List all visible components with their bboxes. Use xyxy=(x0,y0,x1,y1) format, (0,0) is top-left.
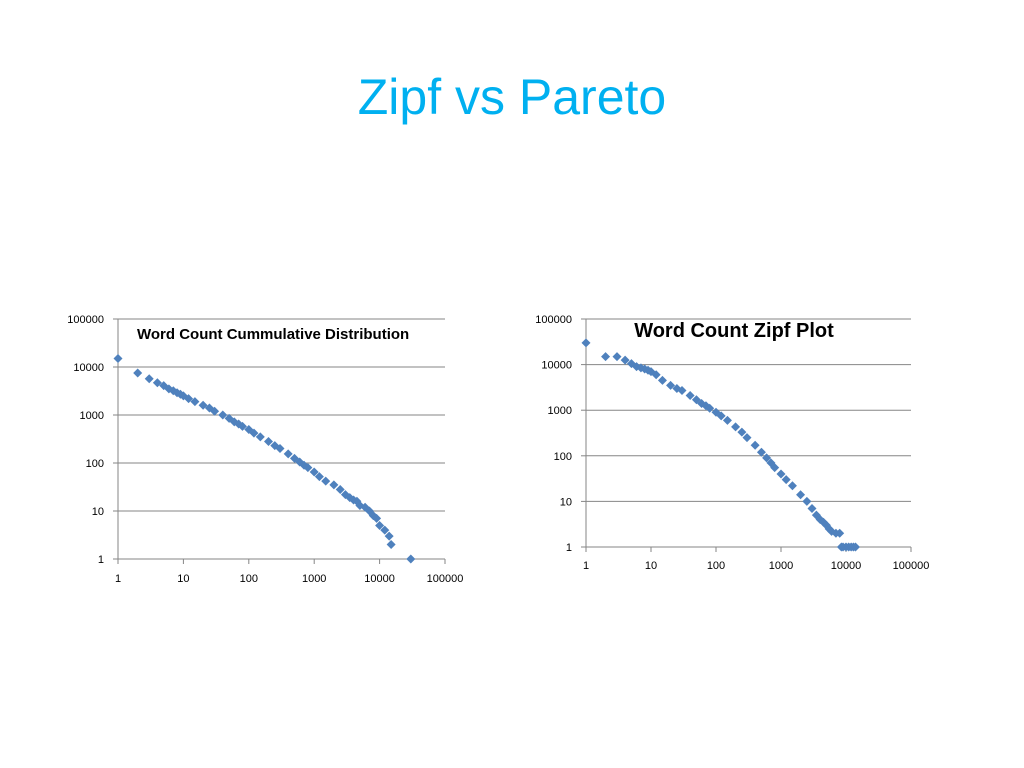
data-point xyxy=(168,386,178,396)
data-point xyxy=(218,410,228,420)
x-tick-label: 1000 xyxy=(769,560,793,572)
x-tick-label: 1 xyxy=(583,560,589,572)
data-point xyxy=(781,475,791,485)
data-point xyxy=(198,400,208,410)
data-point xyxy=(731,422,741,432)
y-tick-label: 100 xyxy=(554,451,572,463)
x-tick-label: 100 xyxy=(707,560,725,572)
data-point xyxy=(309,467,319,477)
chart-title: Word Count Cummulative Distribution xyxy=(137,326,409,343)
y-tick-label: 1 xyxy=(98,554,104,566)
y-tick-label: 100000 xyxy=(67,314,104,326)
data-point xyxy=(762,453,772,463)
y-tick-label: 1000 xyxy=(548,405,572,417)
data-point xyxy=(263,437,273,447)
x-tick-label: 1000 xyxy=(302,573,326,585)
data-point xyxy=(657,375,667,385)
data-point xyxy=(184,394,194,404)
data-point xyxy=(237,421,247,431)
data-point xyxy=(190,397,200,407)
data-point xyxy=(303,463,313,473)
data-point xyxy=(249,428,259,438)
chart-title: Word Count Zipf Plot xyxy=(634,320,834,342)
data-point xyxy=(640,364,650,374)
data-point xyxy=(685,391,695,401)
data-point xyxy=(175,389,185,399)
data-point xyxy=(737,427,747,437)
data-point xyxy=(835,528,845,538)
data-point xyxy=(113,354,123,364)
data-point xyxy=(283,449,293,459)
data-point xyxy=(329,480,339,490)
y-tick-label: 10 xyxy=(560,496,572,508)
data-point xyxy=(275,444,285,454)
data-point xyxy=(821,520,831,530)
data-point xyxy=(386,540,396,550)
data-point xyxy=(666,380,676,390)
data-point xyxy=(270,441,280,451)
data-point xyxy=(756,447,766,457)
slide-title: Zipf vs Pareto xyxy=(357,69,667,125)
data-point xyxy=(850,542,860,552)
y-tick-label: 100000 xyxy=(535,314,572,326)
data-point xyxy=(742,433,752,443)
data-point xyxy=(340,490,350,500)
data-point xyxy=(620,355,630,365)
data-point xyxy=(705,403,715,413)
data-point xyxy=(802,496,812,506)
x-tick-label: 100000 xyxy=(427,573,464,585)
x-tick-label: 100 xyxy=(240,573,258,585)
y-tick-label: 10 xyxy=(92,506,104,518)
data-point xyxy=(335,485,345,495)
data-point xyxy=(406,554,416,564)
data-point xyxy=(796,490,806,500)
data-point xyxy=(314,472,324,482)
data-point xyxy=(372,513,382,523)
data-point xyxy=(152,378,162,388)
data-point xyxy=(601,352,611,362)
data-point xyxy=(172,388,182,398)
x-tick-label: 10 xyxy=(177,573,189,585)
data-point xyxy=(234,419,244,429)
data-point xyxy=(770,463,780,473)
y-tick-label: 10000 xyxy=(541,360,572,372)
data-point xyxy=(677,386,687,396)
y-tick-label: 100 xyxy=(86,458,104,470)
y-tick-label: 1000 xyxy=(80,410,104,422)
x-tick-label: 1 xyxy=(115,573,121,585)
data-point xyxy=(701,401,711,411)
data-point xyxy=(380,525,390,535)
data-point xyxy=(815,515,825,525)
data-point xyxy=(384,531,394,541)
data-point xyxy=(787,481,797,491)
data-point xyxy=(750,440,760,450)
data-point xyxy=(766,458,776,468)
data-point xyxy=(716,411,726,421)
data-point xyxy=(133,368,143,378)
data-point xyxy=(711,407,721,417)
data-point xyxy=(210,406,220,416)
x-tick-label: 10000 xyxy=(831,560,862,572)
data-point xyxy=(321,476,331,486)
y-tick-label: 10000 xyxy=(73,362,104,374)
data-point xyxy=(651,370,661,380)
data-point xyxy=(807,503,817,513)
data-point xyxy=(722,415,732,425)
data-point xyxy=(144,374,154,384)
data-point xyxy=(581,338,591,348)
data-point xyxy=(776,469,786,479)
x-tick-label: 10000 xyxy=(364,573,395,585)
y-tick-label: 1 xyxy=(566,542,572,554)
data-point xyxy=(612,352,622,362)
x-tick-label: 100000 xyxy=(893,560,930,572)
cumulative-distribution-chart: 1 10 100 1000 10000 100000 1 10 100 1000 10000 1000… xyxy=(67,314,464,585)
x-tick-label: 10 xyxy=(645,560,657,572)
data-point xyxy=(290,453,300,463)
data-point xyxy=(255,432,265,442)
data-point xyxy=(375,520,385,530)
zipf-plot-chart: 1 10 100 1000 10000 100000 1 10 100 1000 10000 1000… xyxy=(535,314,930,572)
data-point xyxy=(636,363,646,373)
